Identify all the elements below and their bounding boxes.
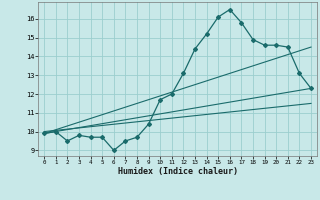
X-axis label: Humidex (Indice chaleur): Humidex (Indice chaleur)	[118, 167, 238, 176]
